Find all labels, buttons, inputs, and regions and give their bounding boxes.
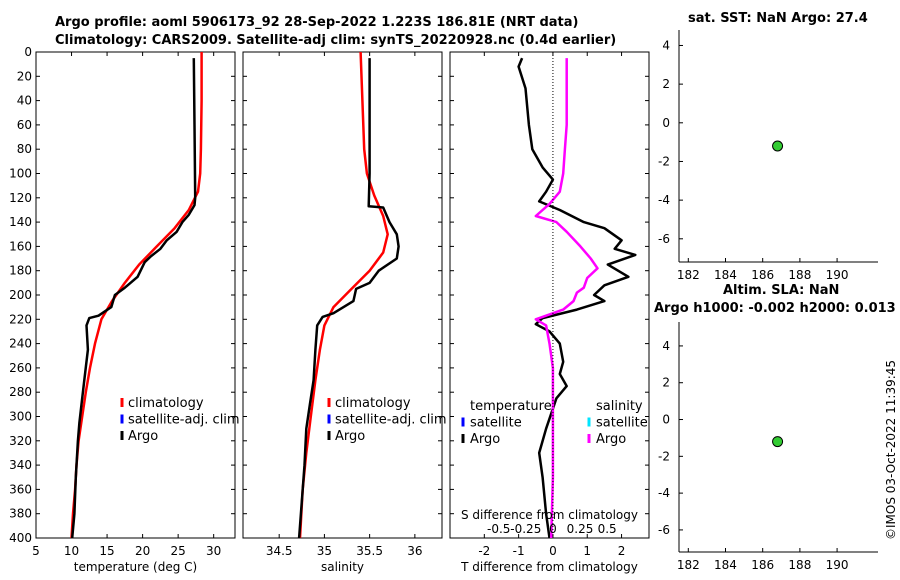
depth-tick-label: 340 <box>9 458 32 472</box>
diff-legend-left-label: Argo <box>470 432 500 447</box>
depth-tick-label: 160 <box>9 239 32 253</box>
temp-series-argo <box>70 58 197 539</box>
diff-xtick2-label: -0.5 <box>487 522 510 536</box>
diff-legend-right-label: Argo <box>596 432 626 447</box>
depth-tick-label: 240 <box>9 337 32 351</box>
sla-ytick-label: -4 <box>658 486 670 500</box>
sla-ytick-label: -2 <box>658 449 670 463</box>
diff-xtick-label: 1 <box>583 544 591 558</box>
sla-panel-title-2: Argo h1000: -0.002 h2000: 0.013 <box>654 301 896 316</box>
sal-xtick-label: 34.5 <box>266 544 293 558</box>
sal-xtick-label: 36 <box>407 544 422 558</box>
temp-xtick-label: 30 <box>206 544 221 558</box>
depth-tick-label: 320 <box>9 434 32 448</box>
sst-ytick-label: 2 <box>662 77 670 91</box>
depth-tick-label: 180 <box>9 264 32 278</box>
sla-ytick-label: 4 <box>662 339 670 353</box>
diff-series-s-argo <box>534 58 599 539</box>
sst-ytick-label: 4 <box>662 38 670 52</box>
temp-xtick-label: 10 <box>64 544 79 558</box>
diff-axes-frame <box>449 51 650 539</box>
temp-axes-frame <box>35 51 236 539</box>
depth-tick-label: 400 <box>9 531 32 545</box>
temp-legend-label: satellite-adj. clim <box>128 413 240 428</box>
diff-xlabel-salinity: S difference from climatology <box>461 508 638 522</box>
diff-xtick2-label: 0 <box>549 522 557 536</box>
sst-panel-title: sat. SST: NaN Argo: 27.4 <box>688 11 868 26</box>
diff-legend-left-label: temperature <box>470 399 552 414</box>
depth-tick-label: 220 <box>9 312 32 326</box>
temp-xtick-label: 25 <box>171 544 186 558</box>
depth-tick-label: 260 <box>9 361 32 375</box>
temp-legend-label: climatology <box>128 396 204 411</box>
sst-xtick-label: 182 <box>677 268 700 282</box>
depth-tick-label: 200 <box>9 288 32 302</box>
sst-xtick-label: 188 <box>788 268 811 282</box>
temp-series-climatology <box>70 52 203 539</box>
sla-xtick-label: 182 <box>677 558 700 572</box>
diff-xtick2-label: -0.25 <box>510 522 541 536</box>
diff-legend-right-label: salinity <box>596 399 643 414</box>
depth-tick-label: 80 <box>17 142 32 156</box>
temp-xtick-label: 15 <box>99 544 114 558</box>
sal-legend-label: climatology <box>335 396 411 411</box>
sla-ytick-label: 2 <box>662 376 670 390</box>
sla-xtick-label: 186 <box>751 558 774 572</box>
sla-xtick-label: 190 <box>826 558 849 572</box>
sst-xtick-label: 186 <box>751 268 774 282</box>
diff-series-t-argo <box>517 57 637 539</box>
main-title-line2: Climatology: CARS2009. Satellite-adj cli… <box>55 33 617 48</box>
sst-xtick-label: 184 <box>714 268 737 282</box>
sal-legend-label: satellite-adj. clim <box>335 413 447 428</box>
depth-tick-label: 40 <box>17 94 32 108</box>
depth-tick-label: 0 <box>24 45 32 59</box>
main-title-line1: Argo profile: aoml 5906173_92 28-Sep-202… <box>55 15 579 30</box>
sal-xtick-label: 35 <box>317 544 332 558</box>
sst-ytick-label: 0 <box>662 116 670 130</box>
diff-xtick-label: -1 <box>513 544 525 558</box>
depth-tick-label: 120 <box>9 191 32 205</box>
depth-tick-label: 360 <box>9 482 32 496</box>
sst-ytick-label: -2 <box>658 154 670 168</box>
sst-ytick-label: -4 <box>658 193 670 207</box>
sal-xlabel: salinity <box>321 560 364 574</box>
diff-xtick-label: 0 <box>549 544 557 558</box>
diff-xlabel: T difference from climatology <box>460 560 638 574</box>
sst-data-point <box>772 140 784 152</box>
sal-series-climatology <box>298 51 389 539</box>
sst-ytick-label: -6 <box>658 232 670 246</box>
sla-xtick-label: 184 <box>714 558 737 572</box>
temp-xtick-label: 5 <box>32 544 40 558</box>
sla-ytick-label: -6 <box>658 523 670 537</box>
sla-data-point <box>772 436 784 448</box>
depth-tick-label: 100 <box>9 167 32 181</box>
depth-tick-label: 280 <box>9 385 32 399</box>
diff-xtick-label: -2 <box>478 544 490 558</box>
diff-legend-right-label: satellite <box>596 416 648 431</box>
temp-legend-label: Argo <box>128 429 158 444</box>
sst-xtick-label: 190 <box>826 268 849 282</box>
diff-xtick-label: 2 <box>618 544 626 558</box>
diff-xtick2-label: 0.5 <box>598 522 617 536</box>
depth-tick-label: 20 <box>17 69 32 83</box>
sla-xtick-label: 188 <box>788 558 811 572</box>
temp-xlabel: temperature (deg C) <box>74 560 197 574</box>
temp-xtick-label: 20 <box>135 544 150 558</box>
sal-xtick-label: 35.5 <box>356 544 383 558</box>
sal-axes-frame <box>242 51 443 539</box>
depth-tick-label: 300 <box>9 410 32 424</box>
sal-series-argo <box>297 58 400 539</box>
sla-panel-title-1: Altim. SLA: NaN <box>723 283 840 298</box>
depth-tick-label: 140 <box>9 215 32 229</box>
depth-tick-label: 380 <box>9 507 32 521</box>
diff-xtick2-label: 0.25 <box>567 522 594 536</box>
depth-tick-label: 60 <box>17 118 32 132</box>
diff-legend-left-label: satellite <box>470 416 522 431</box>
sal-legend-label: Argo <box>335 429 365 444</box>
sla-ytick-label: 0 <box>662 413 670 427</box>
